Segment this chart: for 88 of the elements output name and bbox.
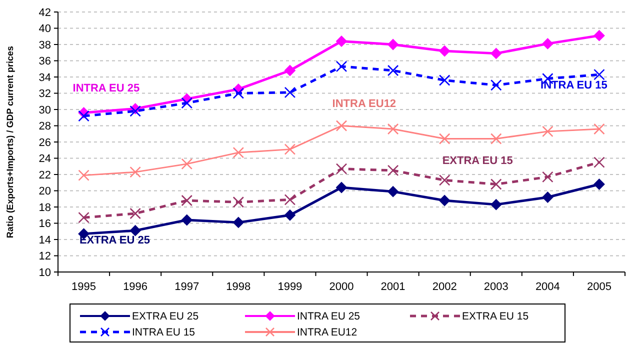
annotation: INTRA EU 15 <box>540 80 608 92</box>
point <box>336 60 348 72</box>
point <box>594 123 605 135</box>
y-tick-label: 20 <box>38 186 51 198</box>
point <box>78 212 90 224</box>
point <box>284 210 296 221</box>
y-tick-label: 18 <box>38 202 51 214</box>
x-tick-label: 2000 <box>329 281 354 293</box>
legend-label: INTRA EU 15 <box>132 326 196 339</box>
y-tick-label: 32 <box>38 88 51 100</box>
point <box>181 97 193 109</box>
y-tick-label: 34 <box>38 72 51 84</box>
annotation: EXTRA EU 15 <box>442 155 513 168</box>
point <box>490 178 502 190</box>
y-tick-label: 12 <box>38 250 51 263</box>
point <box>78 170 90 181</box>
point <box>490 133 502 144</box>
point <box>130 105 141 117</box>
point <box>388 39 399 50</box>
y-tick-label: 26 <box>38 136 51 149</box>
point <box>490 199 502 210</box>
point <box>130 225 141 236</box>
x-tick-label: 1995 <box>72 281 96 293</box>
point <box>78 110 90 122</box>
point <box>336 163 348 174</box>
y-tick-label: 14 <box>38 234 51 246</box>
point <box>438 174 450 186</box>
point <box>284 144 296 155</box>
point <box>594 30 605 42</box>
point <box>387 64 399 76</box>
x-tick-label: 2001 <box>380 281 406 293</box>
point <box>284 65 296 76</box>
point <box>438 133 450 144</box>
y-tick-label: 40 <box>38 23 51 36</box>
annotation: EXTRA EU 25 <box>79 234 150 246</box>
point <box>594 178 605 190</box>
y-tick-label: 16 <box>38 218 51 230</box>
x-tick-label: 1996 <box>123 281 148 293</box>
y-tick-label: 28 <box>38 120 51 133</box>
legend-label: INTRA EU 25 <box>297 310 360 323</box>
point <box>439 195 450 206</box>
point <box>130 166 141 178</box>
point <box>232 88 244 99</box>
point <box>542 192 554 203</box>
legend-label: EXTRA EU 15 <box>462 310 529 323</box>
point <box>542 126 554 138</box>
point <box>181 194 193 206</box>
point <box>336 120 348 132</box>
legend-label: EXTRA EU 25 <box>132 310 199 323</box>
y-axis-title: Ratio (Exports+Imports) / GDP current prices <box>5 46 15 238</box>
y-tick-label: 38 <box>38 39 51 52</box>
point <box>542 38 554 50</box>
legend-label: INTRA EU12 <box>297 326 358 339</box>
annotation: INTRA EU 25 <box>72 82 140 94</box>
point <box>490 48 502 59</box>
x-tick-label: 2004 <box>535 281 560 293</box>
point <box>336 182 347 193</box>
point <box>594 68 605 80</box>
point <box>542 171 554 183</box>
annotation: INTRA EU12 <box>332 98 396 110</box>
x-tick-label: 2002 <box>432 281 457 293</box>
y-tick-label: 36 <box>38 56 51 68</box>
y-tick-label: 30 <box>38 104 51 116</box>
point <box>130 208 141 220</box>
x-tick-label: 2003 <box>484 281 508 293</box>
point <box>388 186 399 198</box>
point <box>336 36 347 47</box>
y-tick-label: 10 <box>38 266 51 279</box>
x-tick-label: 2005 <box>586 281 612 293</box>
point <box>181 158 193 170</box>
point <box>490 79 502 91</box>
point <box>594 156 605 168</box>
point <box>232 216 244 228</box>
point <box>439 46 450 56</box>
y-tick-label: 42 <box>38 6 51 19</box>
point <box>438 74 450 86</box>
point <box>284 194 296 206</box>
point <box>284 86 296 98</box>
point <box>181 214 192 226</box>
point <box>387 164 399 176</box>
x-tick-label: 1997 <box>174 281 200 293</box>
x-tick-label: 1998 <box>226 281 251 293</box>
y-tick-label: 24 <box>38 153 51 166</box>
y-tick-label: 22 <box>38 169 51 182</box>
point <box>387 123 399 135</box>
point <box>232 146 244 158</box>
point <box>232 196 244 208</box>
x-tick-label: 1999 <box>278 281 302 293</box>
